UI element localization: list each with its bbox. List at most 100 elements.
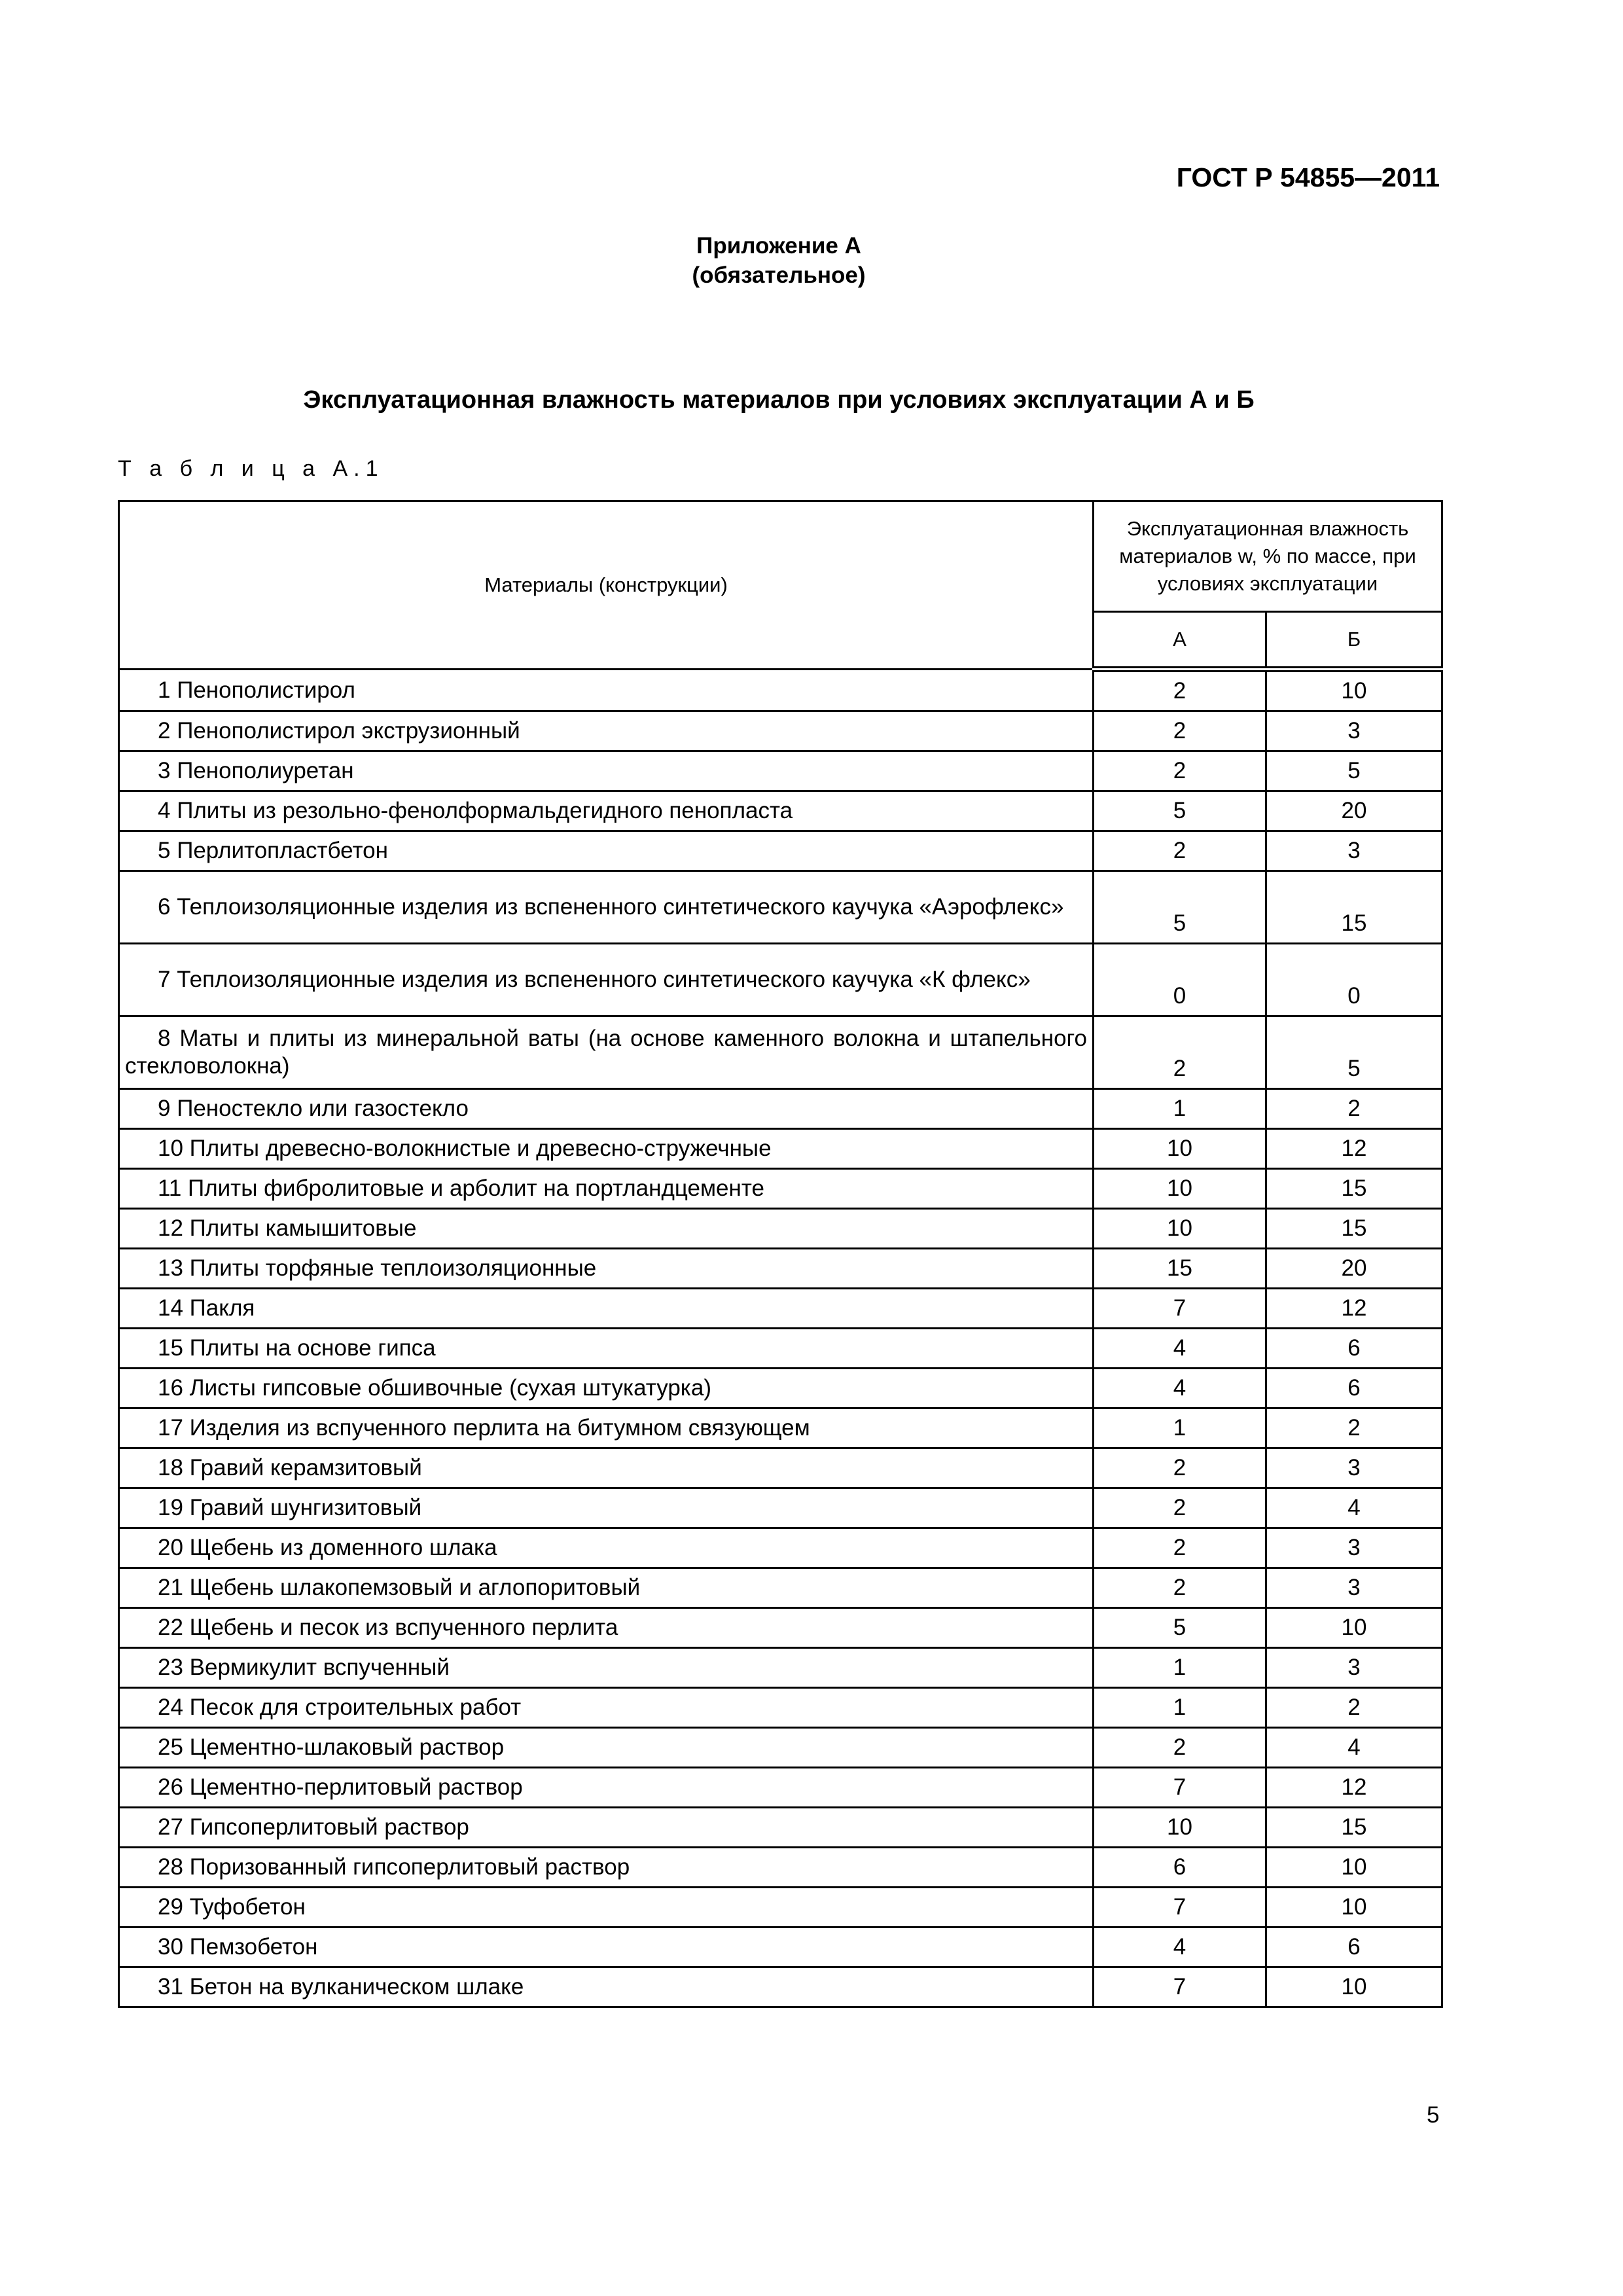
value-b-cell: 15 xyxy=(1264,1806,1444,1848)
material-cell: 22 Щебень и песок из вспученного перлита xyxy=(118,1607,1094,1649)
value-b-cell: 12 xyxy=(1264,1128,1444,1170)
table-row: 31 Бетон на вулканическом шлаке 7 10 xyxy=(118,1966,1444,2008)
value-b-cell: 3 xyxy=(1264,1567,1444,1609)
header-condition-a: А xyxy=(1092,611,1267,672)
value-b-cell: 20 xyxy=(1264,1247,1444,1289)
material-cell: 23 Вермикулит вспученный xyxy=(118,1647,1094,1689)
value-b-cell: 15 xyxy=(1264,1208,1444,1249)
value-a-cell: 2 xyxy=(1092,1727,1267,1768)
table-row: 1 Пенополистирол 2 10 xyxy=(118,668,1444,712)
material-cell: 31 Бетон на вулканическом шлаке xyxy=(118,1966,1094,2008)
value-a-cell: 2 xyxy=(1092,750,1267,792)
value-a-cell: 4 xyxy=(1092,1926,1267,1968)
value-b-cell: 2 xyxy=(1264,1088,1444,1130)
table-row: 19 Гравий шунгизитовый 2 4 xyxy=(118,1487,1444,1529)
value-b-cell: 10 xyxy=(1264,1966,1444,2008)
value-b-cell: 15 xyxy=(1264,870,1444,944)
table-row: 28 Поризованный гипсоперлитовый раствор 6… xyxy=(118,1846,1444,1888)
material-cell: 5 Перлитопластбетон xyxy=(118,830,1094,872)
value-b-cell: 4 xyxy=(1264,1487,1444,1529)
value-a-cell: 2 xyxy=(1092,668,1267,712)
value-a-cell: 4 xyxy=(1092,1367,1267,1409)
material-cell: 10 Плиты древесно-волокнистые и древесно… xyxy=(118,1128,1094,1170)
material-cell: 21 Щебень шлакопемзовый и аглопоритовый xyxy=(118,1567,1094,1609)
table-row: 2 Пенополистирол экструзионный 2 3 xyxy=(118,710,1444,752)
header-materials: Материалы (конструкции) xyxy=(118,500,1094,670)
value-a-cell: 10 xyxy=(1092,1208,1267,1249)
value-b-cell: 3 xyxy=(1264,710,1444,752)
table-row: 7 Теплоизоляционные изделия из вспененно… xyxy=(118,942,1444,1017)
value-a-cell: 5 xyxy=(1092,870,1267,944)
value-a-cell: 7 xyxy=(1092,1767,1267,1808)
table-row: 25 Цементно-шлаковый раствор 2 4 xyxy=(118,1727,1444,1768)
value-b-cell: 2 xyxy=(1264,1687,1444,1729)
material-cell: 24 Песок для строительных работ xyxy=(118,1687,1094,1729)
value-b-cell: 5 xyxy=(1264,1015,1444,1090)
material-cell: 20 Щебень из доменного шлака xyxy=(118,1527,1094,1569)
value-b-cell: 15 xyxy=(1264,1168,1444,1210)
value-a-cell: 2 xyxy=(1092,1567,1267,1609)
table-row: 11 Плиты фибролитовые и арболит на портл… xyxy=(118,1168,1444,1210)
header-condition-b: Б xyxy=(1264,611,1444,672)
value-a-cell: 7 xyxy=(1092,1966,1267,2008)
material-cell: 18 Гравий керамзитовый xyxy=(118,1447,1094,1489)
table-row: 8 Маты и плиты из минеральной ваты (на о… xyxy=(118,1015,1444,1090)
value-a-cell: 2 xyxy=(1092,1487,1267,1529)
table-row: 26 Цементно-перлитовый раствор 7 12 xyxy=(118,1767,1444,1808)
material-cell: 3 Пенополиуретан xyxy=(118,750,1094,792)
value-b-cell: 3 xyxy=(1264,1447,1444,1489)
value-a-cell: 4 xyxy=(1092,1327,1267,1369)
material-cell: 16 Листы гипсовые обшивочные (сухая штук… xyxy=(118,1367,1094,1409)
value-a-cell: 2 xyxy=(1092,710,1267,752)
value-b-cell: 3 xyxy=(1264,830,1444,872)
material-cell: 6 Теплоизоляционные изделия из вспененно… xyxy=(118,870,1094,944)
table-row: 23 Вермикулит вспученный 1 3 xyxy=(118,1647,1444,1689)
table-body: 1 Пенополистирол 2 10 2 Пенополистирол экст… xyxy=(118,668,1444,2008)
material-cell: 9 Пеностекло или газостекло xyxy=(118,1088,1094,1130)
value-a-cell: 1 xyxy=(1092,1088,1267,1130)
value-b-cell: 0 xyxy=(1264,942,1444,1017)
value-a-cell: 15 xyxy=(1092,1247,1267,1289)
value-b-cell: 5 xyxy=(1264,750,1444,792)
table-row: 12 Плиты камышитовые 10 15 xyxy=(118,1208,1444,1249)
value-b-cell: 20 xyxy=(1264,790,1444,832)
value-a-cell: 5 xyxy=(1092,790,1267,832)
value-b-cell: 10 xyxy=(1264,1846,1444,1888)
table-label: Т а б л и ц а А.1 xyxy=(118,456,384,481)
value-a-cell: 10 xyxy=(1092,1168,1267,1210)
annex-title: Приложение А xyxy=(696,233,861,259)
page-number: 5 xyxy=(1427,2102,1440,2128)
value-a-cell: 2 xyxy=(1092,1447,1267,1489)
table-row: 9 Пеностекло или газостекло 1 2 xyxy=(118,1088,1444,1130)
material-cell: 4 Плиты из резольно-фенолформальдегидног… xyxy=(118,790,1094,832)
value-b-cell: 12 xyxy=(1264,1287,1444,1329)
header-moisture: Эксплуатационная влажность материалов w,… xyxy=(1092,500,1444,613)
value-a-cell: 2 xyxy=(1092,1527,1267,1569)
table-row: 21 Щебень шлакопемзовый и аглопоритовый 2… xyxy=(118,1567,1444,1609)
material-cell: 28 Поризованный гипсоперлитовый раствор xyxy=(118,1846,1094,1888)
table-row: 6 Теплоизоляционные изделия из вспененно… xyxy=(118,870,1444,944)
value-b-cell: 10 xyxy=(1264,1607,1444,1649)
material-cell: 8 Маты и плиты из минеральной ваты (на о… xyxy=(118,1015,1094,1090)
table-row: 27 Гипсоперлитовый раствор 10 15 xyxy=(118,1806,1444,1848)
value-b-cell: 6 xyxy=(1264,1327,1444,1369)
material-cell: 27 Гипсоперлитовый раствор xyxy=(118,1806,1094,1848)
material-cell: 1 Пенополистирол xyxy=(118,668,1094,712)
value-a-cell: 2 xyxy=(1092,830,1267,872)
table-row: 18 Гравий керамзитовый 2 3 xyxy=(118,1447,1444,1489)
value-a-cell: 6 xyxy=(1092,1846,1267,1888)
table-row: 14 Пакля 7 12 xyxy=(118,1287,1444,1329)
table-row: 5 Перлитопластбетон 2 3 xyxy=(118,830,1444,872)
table-row: 30 Пемзобетон 4 6 xyxy=(118,1926,1444,1968)
material-cell: 13 Плиты торфяные теплоизоляционные xyxy=(118,1247,1094,1289)
material-cell: 26 Цементно-перлитовый раствор xyxy=(118,1767,1094,1808)
table-row: 22 Щебень и песок из вспученного перлита… xyxy=(118,1607,1444,1649)
material-cell: 29 Туфобетон xyxy=(118,1886,1094,1928)
value-a-cell: 1 xyxy=(1092,1687,1267,1729)
value-b-cell: 6 xyxy=(1264,1926,1444,1968)
value-b-cell: 3 xyxy=(1264,1527,1444,1569)
value-b-cell: 6 xyxy=(1264,1367,1444,1409)
material-cell: 7 Теплоизоляционные изделия из вспененно… xyxy=(118,942,1094,1017)
table-row: 17 Изделия из вспученного перлита на бит… xyxy=(118,1407,1444,1449)
value-a-cell: 10 xyxy=(1092,1128,1267,1170)
